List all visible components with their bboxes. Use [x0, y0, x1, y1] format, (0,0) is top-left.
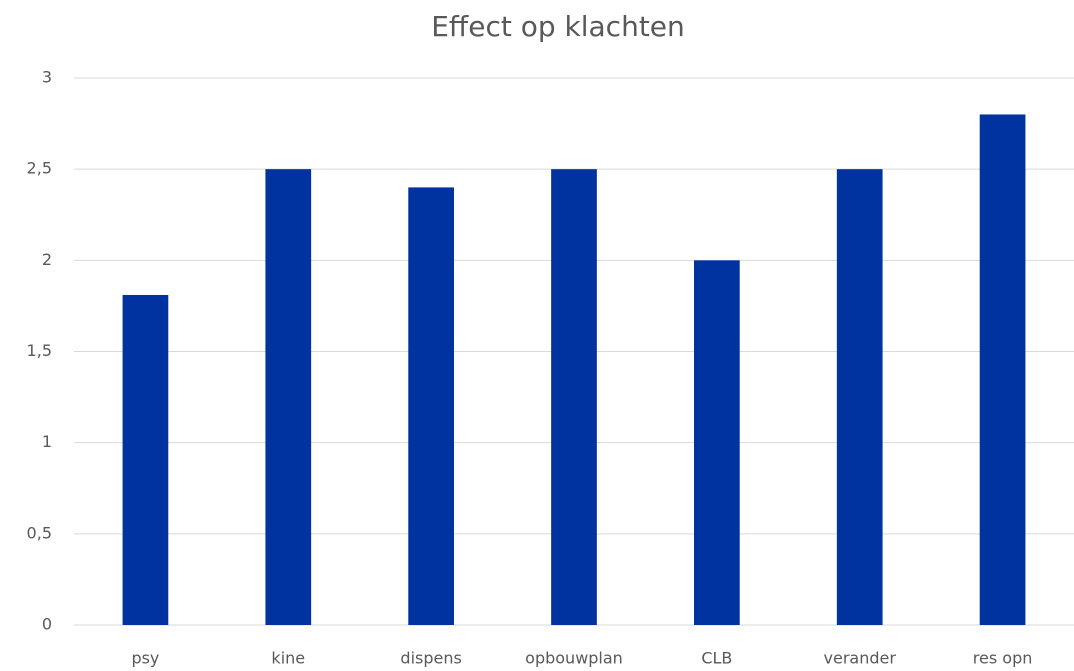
- y-tick-label: 0: [42, 615, 52, 634]
- x-tick-label: res opn: [973, 649, 1033, 668]
- x-tick-label: verander: [824, 649, 897, 668]
- x-tick-label: opbouwplan: [525, 649, 623, 668]
- chart-title: Effect op klachten: [431, 10, 685, 43]
- bar: [979, 114, 1026, 625]
- y-tick-label: 3: [42, 68, 52, 87]
- bar: [265, 169, 312, 625]
- bar: [122, 294, 169, 625]
- y-tick-label: 2,5: [27, 159, 52, 178]
- y-tick-label: 2: [42, 250, 52, 269]
- bar: [694, 260, 740, 625]
- bar: [408, 187, 454, 625]
- y-tick-label: 0,5: [27, 523, 52, 542]
- y-tick-label: 1,5: [27, 341, 52, 360]
- x-tick-label: CLB: [701, 649, 732, 668]
- bar: [551, 169, 597, 625]
- y-tick-label: 1: [42, 432, 52, 451]
- bar: [836, 169, 883, 625]
- x-tick-label: kine: [271, 649, 305, 668]
- x-tick-label: dispens: [400, 649, 461, 668]
- x-tick-label: psy: [131, 649, 159, 668]
